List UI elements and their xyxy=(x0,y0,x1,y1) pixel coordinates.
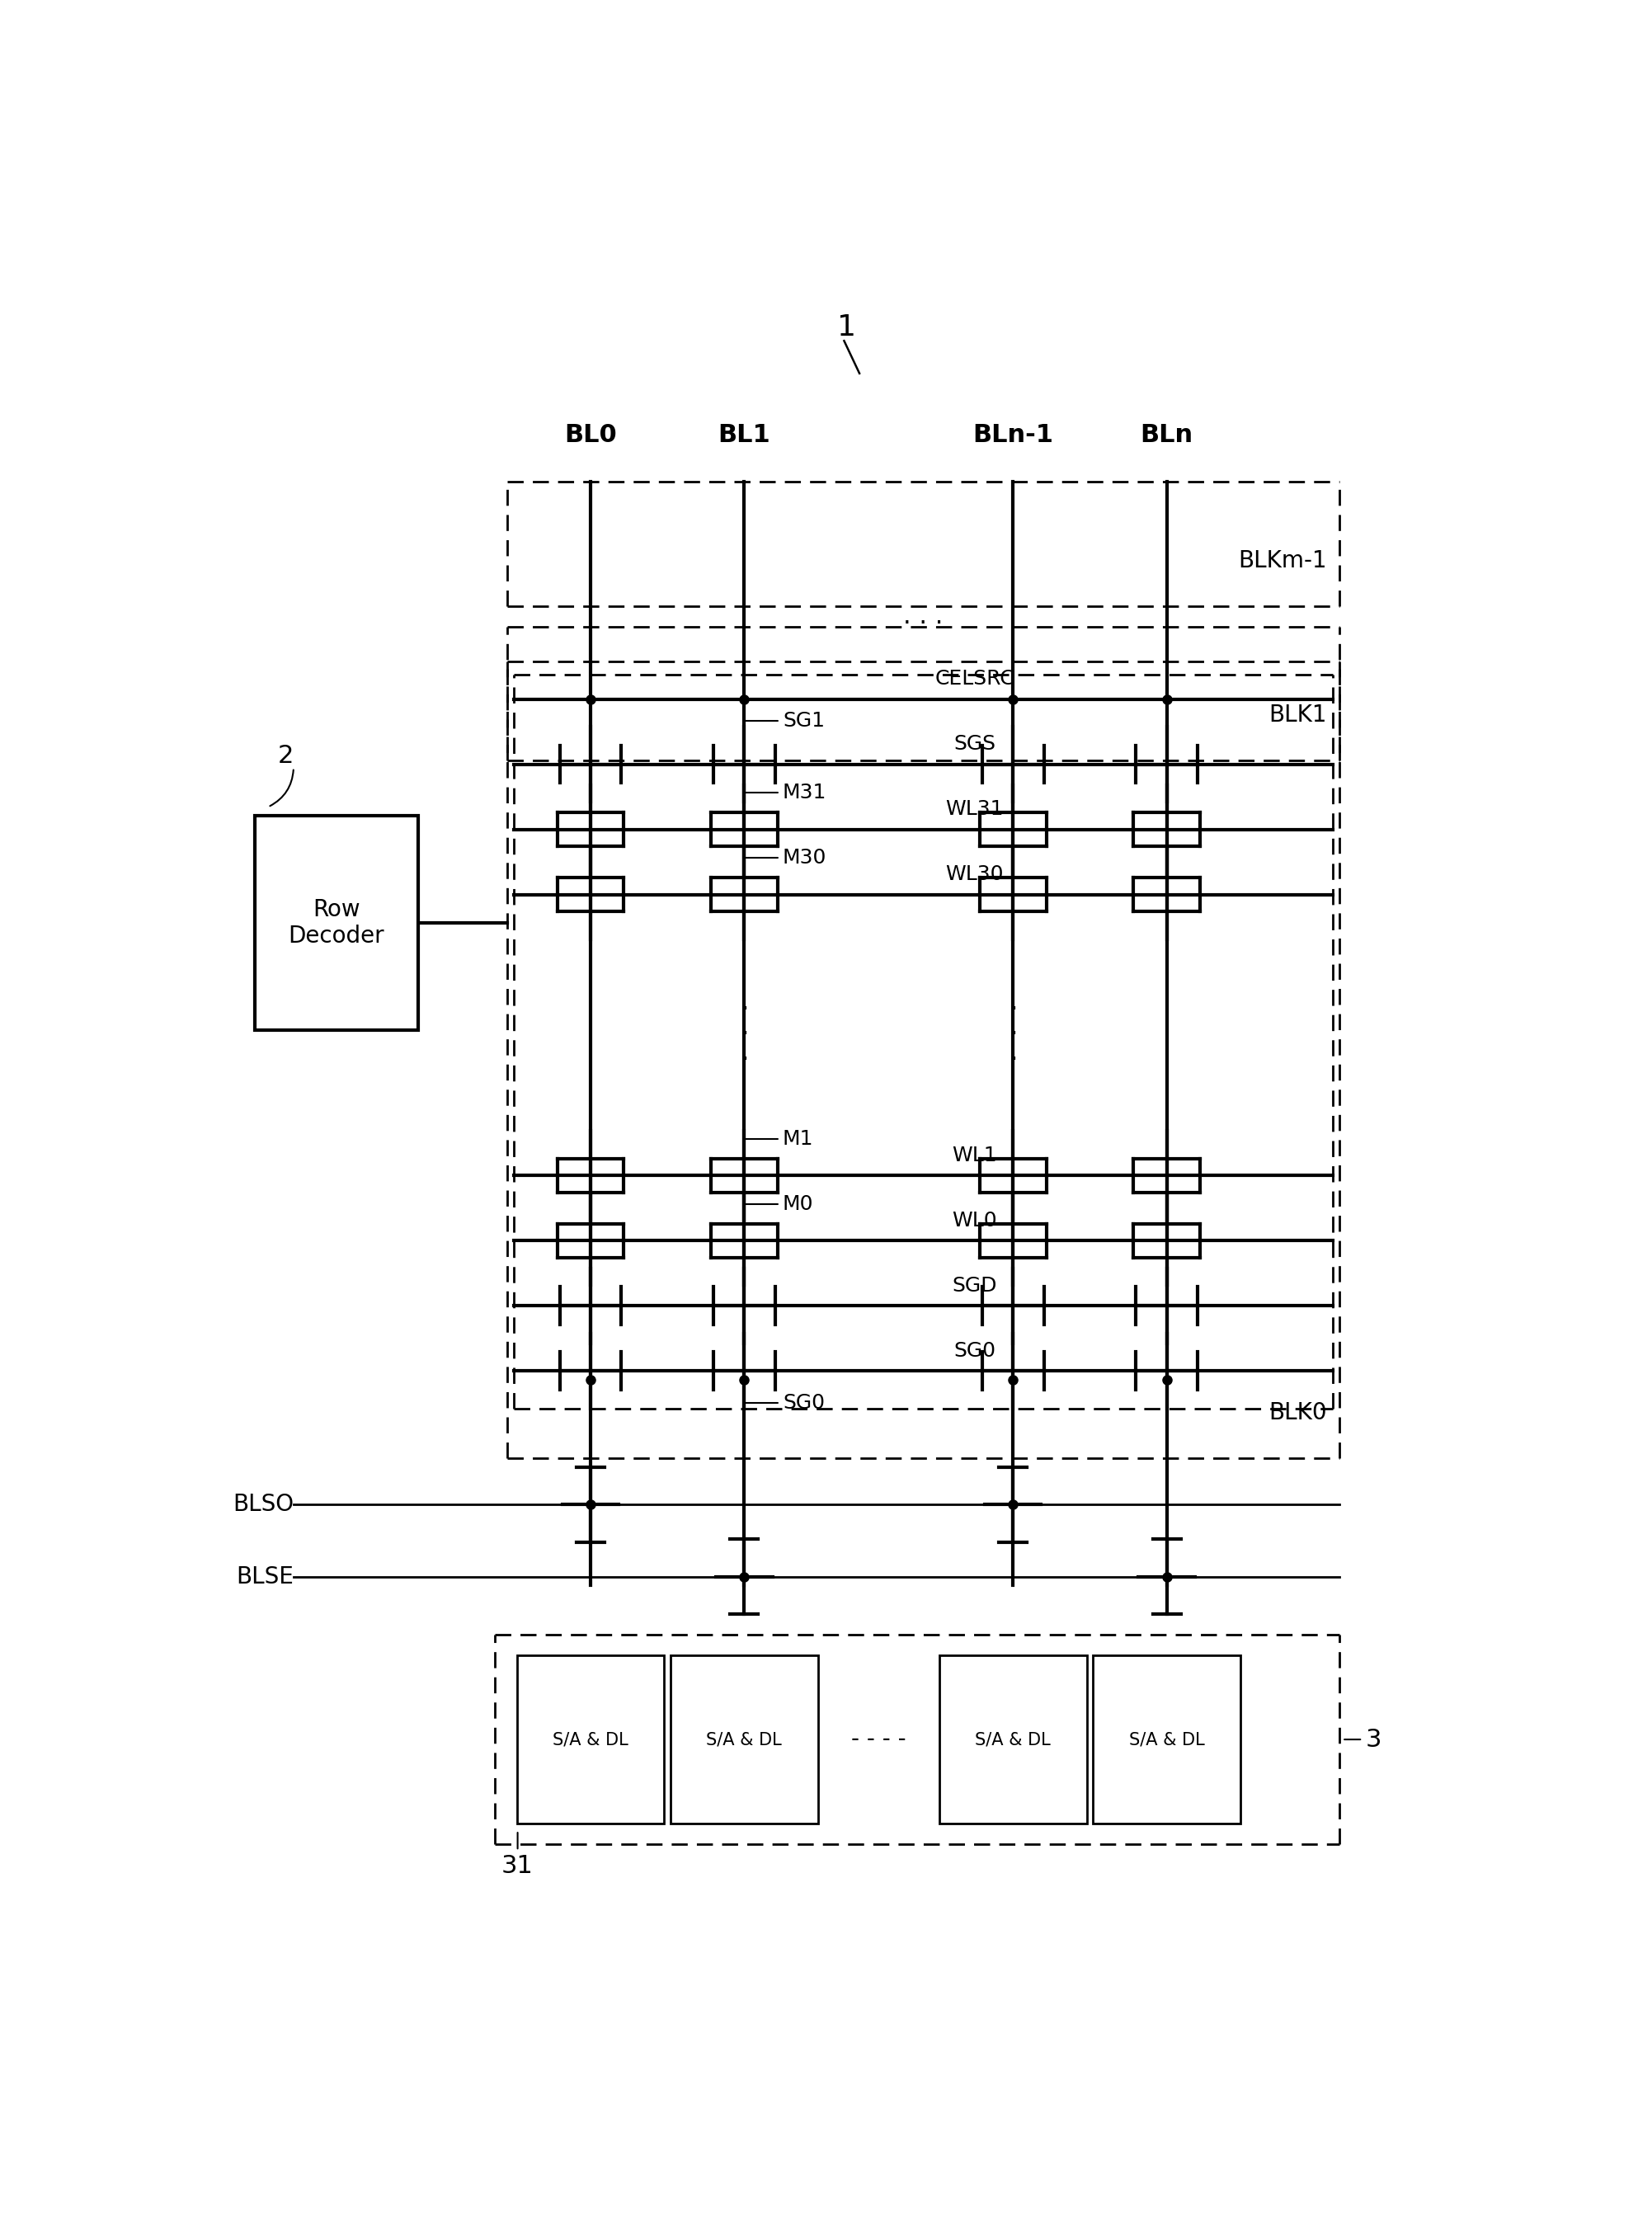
Text: WL1: WL1 xyxy=(952,1146,998,1164)
Text: BLn-1: BLn-1 xyxy=(973,423,1054,447)
Text: BLSO: BLSO xyxy=(233,1494,294,1516)
Text: WL30: WL30 xyxy=(945,864,1004,884)
Text: BLn: BLn xyxy=(1140,423,1193,447)
Text: M31: M31 xyxy=(743,784,826,828)
Bar xyxy=(671,1656,818,1823)
Text: - - - -: - - - - xyxy=(851,1727,907,1752)
Text: 2: 2 xyxy=(278,743,294,768)
Text: 1: 1 xyxy=(838,314,856,341)
Text: ·
·
·: · · · xyxy=(1009,997,1018,1073)
Text: M30: M30 xyxy=(743,848,826,893)
Text: M0: M0 xyxy=(743,1193,813,1238)
Bar xyxy=(517,1656,664,1823)
Text: BLKm-1: BLKm-1 xyxy=(1237,550,1327,572)
Text: BLSE: BLSE xyxy=(236,1565,294,1587)
Text: 31: 31 xyxy=(501,1854,534,1879)
Text: M1: M1 xyxy=(743,1129,813,1173)
Text: ·
·
·: · · · xyxy=(740,997,748,1073)
Bar xyxy=(254,815,418,1031)
Text: BL0: BL0 xyxy=(565,423,616,447)
Text: SGS: SGS xyxy=(953,735,996,755)
Text: Row
Decoder: Row Decoder xyxy=(289,897,385,948)
Text: BL1: BL1 xyxy=(719,423,770,447)
Text: S/A & DL: S/A & DL xyxy=(553,1732,628,1747)
Text: SG1: SG1 xyxy=(743,710,824,761)
Text: . . .: . . . xyxy=(904,605,943,628)
Text: SG0: SG0 xyxy=(953,1340,996,1360)
Bar xyxy=(940,1656,1087,1823)
Text: BLK0: BLK0 xyxy=(1269,1400,1327,1425)
Text: 3: 3 xyxy=(1365,1727,1381,1752)
Text: S/A & DL: S/A & DL xyxy=(707,1732,781,1747)
Text: BLK1: BLK1 xyxy=(1269,703,1327,726)
Text: S/A & DL: S/A & DL xyxy=(975,1732,1051,1747)
Bar xyxy=(1094,1656,1241,1823)
Text: S/A & DL: S/A & DL xyxy=(1128,1732,1204,1747)
Text: CELSRC: CELSRC xyxy=(935,670,1014,688)
Text: SGD: SGD xyxy=(952,1275,998,1296)
Text: WL31: WL31 xyxy=(945,799,1004,819)
Text: WL0: WL0 xyxy=(952,1211,998,1231)
Text: SG0: SG0 xyxy=(743,1373,824,1414)
